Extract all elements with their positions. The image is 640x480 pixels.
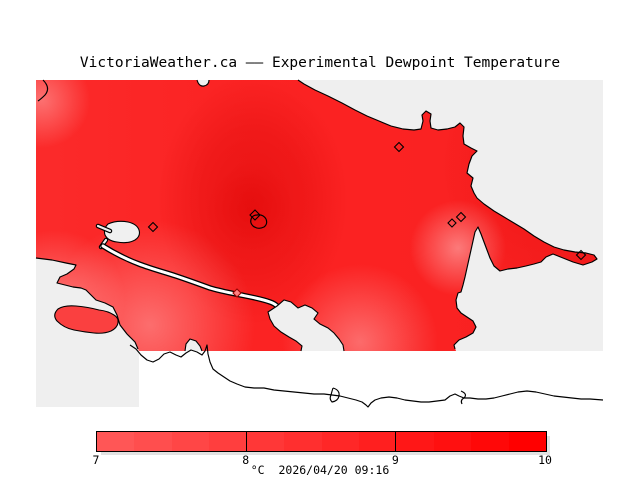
victoria-harbour <box>267 299 345 352</box>
field-shading <box>36 80 597 351</box>
central-lake-outline <box>250 214 268 229</box>
colorbar-tick-mark <box>395 431 396 452</box>
station-marker-icon <box>455 211 467 223</box>
colorbar-segment <box>321 432 359 451</box>
esquimalt-notch <box>184 338 203 352</box>
station-marker-icon <box>249 209 261 221</box>
colorbar-tick-label-7: 7 <box>92 453 100 467</box>
figure-title: VictoriaWeather.ca –– Experimental Dewpo… <box>79 55 561 71</box>
colorbar-segment <box>97 432 135 451</box>
colorbar-segment <box>508 432 547 451</box>
station-marker-icon <box>393 141 405 153</box>
coastline-strait-shore <box>129 344 604 408</box>
coastline-northeast <box>297 79 598 350</box>
coastline-top-cove <box>196 79 210 87</box>
station-marker-icon <box>147 221 159 233</box>
timestamp: 2026/04/20 09:16 <box>278 463 390 477</box>
colorbar <box>96 431 547 452</box>
coastline-southwest <box>35 257 139 350</box>
colorbar-segment <box>433 432 472 451</box>
colorbar-segment <box>171 432 210 451</box>
shore-islet-east <box>460 390 467 405</box>
inlet-channel <box>100 243 280 309</box>
colorbar-segment <box>284 432 322 451</box>
station-marker-icon <box>232 288 242 298</box>
station-marker-icon <box>575 249 587 261</box>
west-land-blob <box>54 305 119 334</box>
colorbar-tick-label-8: 8 <box>242 453 250 467</box>
colorbar-segment <box>471 432 509 451</box>
colorbar-tick-label-9: 9 <box>391 453 399 467</box>
dewpoint-field <box>36 80 597 351</box>
shore-islet-west <box>329 387 340 403</box>
colorbar-segment <box>396 432 434 451</box>
coastline <box>35 79 604 408</box>
colorbar-segment <box>134 432 172 451</box>
below-range-region <box>139 351 603 407</box>
station-markers <box>147 141 587 298</box>
colorbar-segment <box>358 432 397 451</box>
colorbar-caption: °C 2026/04/20 09:16 <box>0 463 640 477</box>
units-label: °C <box>250 463 265 477</box>
colorbar-segment <box>246 432 285 451</box>
colorbar-tick-label-10: 10 <box>538 453 552 467</box>
coastline-top-left-arc <box>37 79 49 102</box>
colorbar-segment <box>209 432 247 451</box>
colorbar-tick-mark <box>246 431 247 452</box>
station-marker-icon <box>447 218 457 228</box>
